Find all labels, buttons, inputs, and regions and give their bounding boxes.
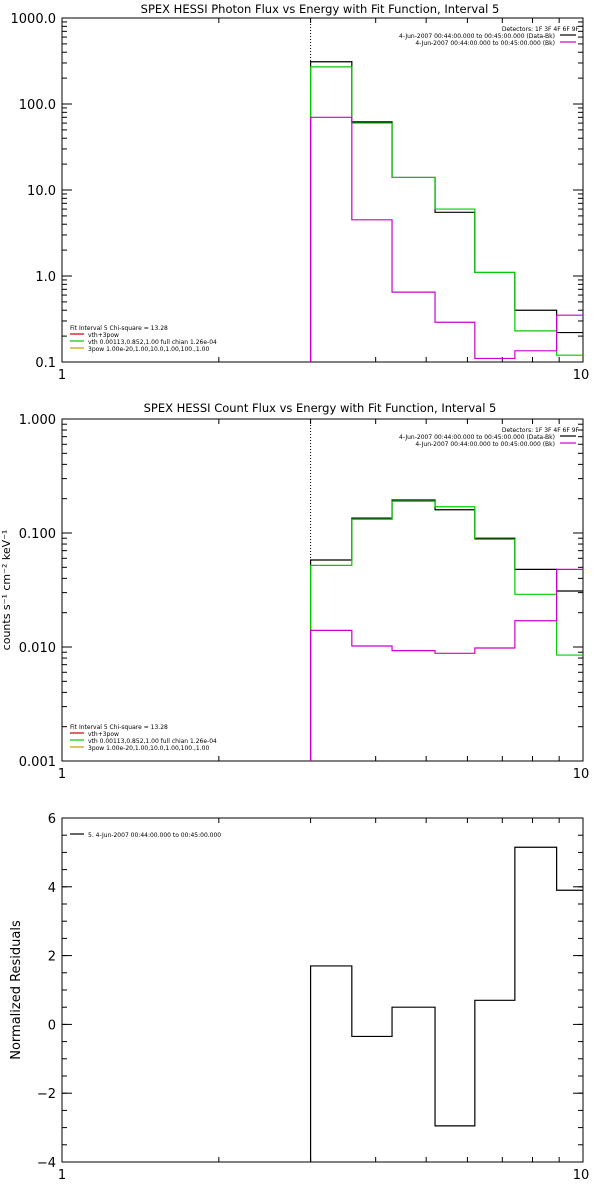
photon-legend-entry: Detectors: 1F 3F 4F 6F 9F: [502, 26, 580, 33]
photon-y-tick-label: 0.1: [35, 356, 56, 371]
resid-y-tick-label: −2: [37, 1087, 56, 1102]
photon-legend-entry: 4-Jun-2007 00:44:00.000 to 00:45:00.000 …: [415, 40, 555, 47]
photon-x-tick-label: 10: [573, 368, 590, 383]
count-y-tick-label: 1.000: [19, 413, 56, 428]
photon-legend-entry: vth 0.00113,0.852,1.00 full chian 1.26e-…: [88, 339, 217, 346]
count-legend-entry: Detectors: 1F 3F 4F 6F 9F: [502, 427, 580, 434]
photon-y-tick-label: 1.0: [35, 270, 56, 285]
count-series-1-line: [309, 500, 583, 761]
count-legend-entry: vth+3pow: [88, 731, 119, 738]
resid-y-tick-label: −4: [37, 1156, 56, 1171]
resid-y-tick-label: 4: [48, 881, 56, 896]
count-y-tick-label: 0.010: [19, 641, 56, 656]
resid-x-tick-label: 1: [58, 1168, 66, 1183]
photon-legend-entry: vth+3pow: [88, 332, 119, 339]
photon-series-1-line: [309, 66, 583, 362]
photon-flux-panel: SPEX HESSI Photon Flux vs Energy with Fi…: [11, 2, 590, 383]
photon-legend-entry: 4-Jun-2007 00:44:00.000 to 00:45:00.000 …: [399, 33, 555, 40]
photon-y-tick-label: 1000.0: [11, 12, 57, 27]
count-legend-entry: 4-Jun-2007 00:44:00.000 to 00:45:00.000 …: [415, 441, 555, 448]
photon-legend-entry: Fit Interval 5 Chi-square = 13.28: [70, 325, 168, 332]
count-flux-panel: SPEX HESSI Count Flux vs Energy with Fit…: [0, 401, 589, 782]
resid-legend-entry: 5. 4-Jun-2007 00:44:00.000 to 00:45:00.0…: [88, 832, 221, 839]
count-flux-ylabel: counts s⁻¹ cm⁻² keV⁻¹: [0, 530, 13, 651]
resid-x-tick-label: 10: [573, 1168, 590, 1183]
resid-y-tick-label: 2: [48, 950, 56, 965]
count-flux-title: SPEX HESSI Count Flux vs Energy with Fit…: [144, 401, 497, 415]
residuals-ylabel: Normalized Residuals: [9, 920, 24, 1060]
count-plot-frame: [61, 418, 584, 762]
count-x-tick-label: 10: [573, 767, 590, 782]
resid-y-tick-label: 6: [48, 812, 56, 827]
count-series-2-line: [309, 568, 583, 761]
photon-series-2-line: [309, 116, 583, 362]
count-legend-entry: Fit Interval 5 Chi-square = 13.28: [70, 724, 168, 731]
resid-series-0-line: [309, 846, 583, 1162]
photon-legend-entry: 3pow 1.00e-20,1.00,10.0,1.00,100.,1.00: [88, 346, 209, 353]
photon-flux-title: SPEX HESSI Photon Flux vs Energy with Fi…: [141, 2, 500, 16]
count-y-tick-label: 0.100: [19, 527, 56, 542]
count-legend-entry: 3pow 1.00e-20,1.00,10.0,1.00,100.,1.00: [88, 745, 209, 752]
count-legend-entry: vth 0.00113,0.852,1.00 full chian 1.26e-…: [88, 738, 217, 745]
count-legend-entry: 4-Jun-2007 00:44:00.000 to 00:45:00.000 …: [399, 434, 555, 441]
photon-y-tick-label: 100.0: [19, 98, 56, 113]
photon-y-tick-label: 10.0: [27, 184, 56, 199]
count-y-tick-label: 0.001: [19, 755, 56, 770]
resid-y-tick-label: 0: [48, 1018, 56, 1033]
count-x-tick-label: 1: [58, 767, 66, 782]
photon-x-tick-label: 1: [58, 368, 66, 383]
residuals-panel: Normalized Residuals 1 10 −4 −2 0 2 4 6 5. 4-Jun…: [9, 812, 589, 1183]
